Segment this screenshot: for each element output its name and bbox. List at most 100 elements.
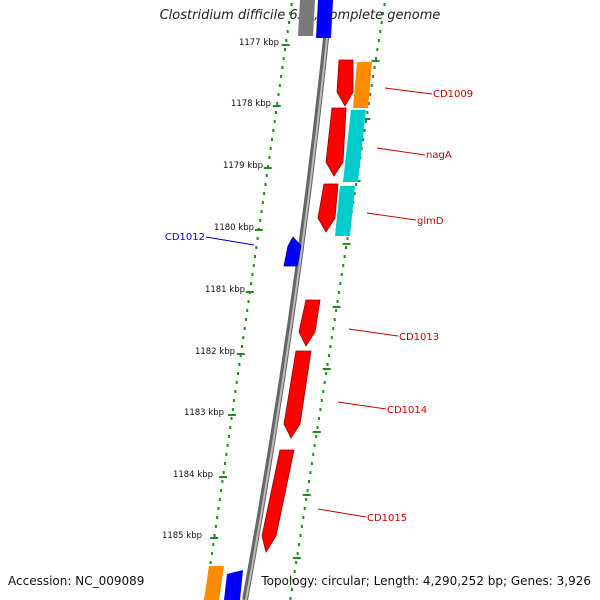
ruler-tick (290, 588, 293, 591)
ruler-tick (222, 471, 225, 474)
ruler-tick (308, 480, 310, 483)
ruler-tick (319, 408, 322, 411)
ruler-tick (313, 444, 316, 447)
ruler-tick (238, 363, 241, 366)
accession-text: Accession: NC_009089 (8, 574, 145, 588)
gene-label-cd1013: CD1013 (399, 332, 439, 343)
ruler-tick (244, 318, 247, 321)
ruler-tick (366, 111, 369, 114)
feature-blue-top (316, 0, 333, 38)
ruler-tick (373, 66, 376, 69)
gene-label-cd1009: CD1009 (433, 89, 473, 100)
feature-cyan-glmd (335, 186, 355, 236)
gene-label-cd1012: CD1012 (165, 232, 205, 243)
ruler-label: 1182 kbp (195, 347, 235, 357)
ruler-tick (326, 363, 329, 366)
ruler-tick (303, 507, 306, 510)
ruler-tick (339, 282, 342, 285)
ruler-tick (323, 381, 326, 384)
ruler-tick (325, 372, 328, 375)
ruler-major-tick (272, 105, 281, 107)
feature-gray-top (298, 0, 315, 36)
ruler-major-tick (371, 60, 380, 62)
ruler-tick (273, 120, 276, 123)
ruler-label: 1178 kbp (231, 99, 271, 109)
ruler-tick (213, 534, 216, 537)
ruler-tick (299, 534, 302, 537)
ruler-tick (268, 156, 271, 159)
ruler-tick (250, 282, 253, 285)
feature-orange-bottom (204, 566, 224, 600)
ruler-tick (220, 489, 223, 492)
ruler-tick (216, 516, 219, 519)
ruler-tick (285, 39, 288, 42)
ruler-tick (267, 165, 270, 168)
ruler-tick (300, 525, 303, 528)
gene-label-cd1014: CD1014 (387, 405, 427, 416)
ruler-tick (377, 39, 380, 42)
ruler-tick (218, 498, 221, 501)
leader-glmd (366, 212, 417, 221)
ruler-tick (343, 255, 346, 258)
ruler-major-tick (227, 414, 236, 416)
ruler-tick (234, 390, 237, 393)
gene-label-glmd: glmD (417, 216, 444, 227)
ruler-major-tick (322, 368, 331, 370)
ruler-label: 1177 kbp (239, 38, 279, 48)
ruler-tick (231, 408, 234, 411)
ruler-major-tick (292, 557, 301, 559)
ruler-tick (316, 426, 319, 429)
ruler-tick (240, 345, 243, 348)
ruler-major-tick (245, 291, 254, 293)
ruler-major-tick (210, 537, 219, 539)
ruler-tick (305, 498, 308, 501)
ruler-tick (337, 291, 340, 294)
ruler-tick (254, 255, 257, 258)
feature-blue-bottom (224, 570, 243, 600)
ruler-tick (265, 174, 268, 177)
feature-orange-cd1009 (353, 62, 372, 108)
ruler-tick (247, 300, 250, 303)
gene-arrow-glmd (317, 183, 339, 233)
ruler-tick (259, 219, 262, 222)
ruler-tick (237, 372, 240, 375)
ruler-tick (340, 273, 343, 276)
ruler-tick (292, 579, 295, 582)
ruler-tick (269, 147, 272, 150)
ruler-tick (263, 192, 266, 195)
ruler-tick (370, 84, 373, 87)
ruler-label: 1185 kbp (162, 531, 202, 541)
ruler-tick (280, 75, 283, 78)
ruler-tick (317, 417, 320, 420)
ruler-tick (212, 543, 215, 546)
ruler-tick (362, 138, 365, 141)
ruler-tick (260, 210, 263, 213)
ruler-tick (210, 552, 213, 555)
ruler-tick (270, 138, 273, 141)
ruler-tick (246, 309, 249, 312)
leader-cd1012 (205, 236, 255, 246)
ruler-major-tick (362, 118, 371, 120)
ruler-tick (229, 426, 232, 429)
ruler-tick (217, 507, 220, 510)
ruler-label: 1181 kbp (205, 285, 245, 295)
ruler-tick (365, 120, 367, 123)
ruler-tick (286, 30, 289, 33)
gene-arrow-cd1014 (283, 350, 312, 439)
ruler-tick (333, 318, 336, 321)
ruler-tick (330, 336, 333, 339)
ruler-tick (290, 3, 293, 6)
ruler-major-tick (218, 476, 227, 478)
gene-arrow-naga (325, 107, 347, 177)
ruler-tick (289, 597, 292, 600)
gene-arrow-cd1009 (336, 59, 354, 107)
ruler-tick (227, 435, 230, 438)
ruler-tick (277, 93, 280, 96)
ruler-tick (287, 21, 290, 24)
ruler-tick (284, 48, 287, 51)
ruler-tick (353, 192, 356, 195)
ruler-tick (239, 354, 242, 357)
ruler-tick (336, 300, 339, 303)
leader-cd1015 (317, 508, 367, 518)
